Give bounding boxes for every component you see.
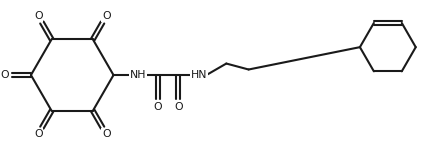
Text: O: O (0, 70, 9, 80)
Text: O: O (101, 11, 110, 21)
Text: O: O (153, 102, 162, 112)
Text: O: O (34, 11, 43, 21)
Text: NH: NH (129, 70, 146, 80)
Text: O: O (101, 129, 110, 139)
Text: HN: HN (190, 70, 207, 80)
Text: O: O (174, 102, 182, 112)
Text: O: O (34, 129, 43, 139)
